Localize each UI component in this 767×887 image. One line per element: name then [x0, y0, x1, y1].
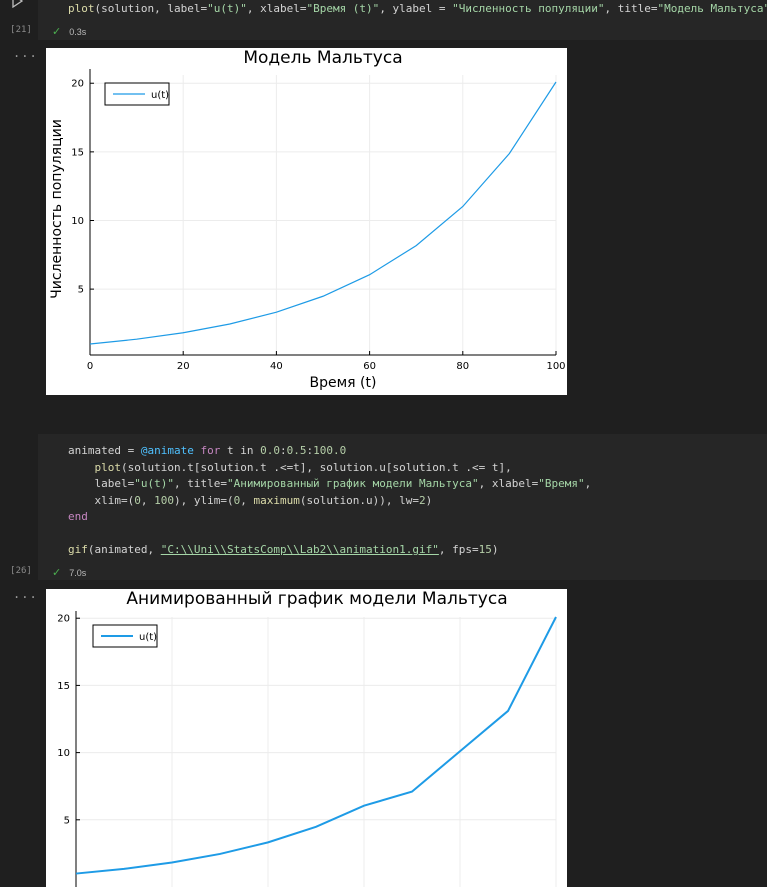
cell-1-status: ✓ 0.3s — [52, 25, 86, 38]
chart-1-legend-label: u(t) — [151, 90, 169, 101]
cell-2-exec-count: [26] — [10, 566, 32, 576]
chart-2-y-tick-label-0: 5 — [64, 815, 70, 826]
play-icon[interactable] — [10, 0, 24, 8]
cell-2-status-bar — [38, 562, 767, 580]
cell-2-time: 7.0s — [69, 568, 87, 578]
plot-1-svg: 5 10 15 20 0 20 40 60 80 100 Модель Мальтуса Время … — [49, 48, 566, 391]
chart-1-y-label: Численность популяции — [49, 119, 65, 299]
check-icon: ✓ — [52, 567, 62, 579]
chart-2-title: Анимированный график модели Мальтуса — [126, 589, 507, 609]
chart-2-legend-label: u(t) — [139, 632, 157, 643]
chart-1-x-tick-label-0: 0 — [87, 361, 93, 372]
chart-2-y-tick-label-2: 15 — [57, 681, 70, 692]
plot-2-svg: 5 10 15 20 Анимированный график модели Мальт… — [57, 589, 557, 887]
cell-1-code-line[interactable]: plot(solution, label="u(t)", xlabel="Вре… — [68, 2, 767, 15]
cell-2-line-3[interactable]: label="u(t)", title="Анимированный графи… — [68, 477, 592, 490]
chart-1-x-label: Время (t) — [310, 375, 377, 391]
chart-1-y-tick-label-2: 15 — [71, 147, 84, 158]
chart-2-y-tick-label-1: 10 — [57, 748, 70, 759]
plot-1: 5 10 15 20 0 20 40 60 80 100 Модель Мальтуса Время … — [46, 48, 567, 395]
cell-2-line-2[interactable]: plot(solution.t[solution.t .<=t], soluti… — [94, 461, 512, 474]
chart-1-y-tick-label-3: 20 — [71, 79, 84, 90]
cell-2-line-1[interactable]: animated = @animate for t in 0.0:0.5:100… — [68, 444, 347, 457]
chart-1-series-line-0 — [89, 81, 557, 345]
check-icon: ✓ — [52, 26, 62, 38]
chart-1-y-tick-label-0: 5 — [78, 285, 84, 296]
cell-1-exec-count: [21] — [10, 25, 32, 35]
chart-1-x-tick-label-4: 80 — [456, 361, 469, 372]
cell-1-editor[interactable] — [38, 0, 767, 22]
cell-2-output-menu[interactable]: ... — [13, 587, 38, 601]
chart-1-y-tick-label-1: 10 — [71, 216, 84, 227]
cell-1-time: 0.3s — [69, 27, 87, 37]
cell-1-output-menu[interactable]: ... — [13, 46, 38, 60]
cell-2-status: ✓ 7.0s — [52, 566, 86, 579]
chart-2-y-tick-label-3: 20 — [57, 614, 70, 625]
chart-1-x-tick-label-1: 20 — [177, 361, 190, 372]
plot-2: 5 10 15 20 Анимированный график модели Мальт… — [46, 589, 567, 887]
chart-1-x-tick-label-2: 40 — [270, 361, 283, 372]
chart-2-series-line-0 — [75, 616, 557, 875]
cell-2-line-7[interactable]: gif(animated, "C:\\Uni\\StatsComp\\Lab2\… — [68, 543, 499, 556]
cell-2-editor[interactable] — [38, 434, 767, 562]
cell-2-line-5[interactable]: end — [68, 510, 88, 523]
chart-1-x-tick-label-3: 60 — [363, 361, 376, 372]
cell-2-line-4[interactable]: xlim=(0, 100), ylim=(0, maximum(solution… — [68, 494, 433, 507]
chart-1-title: Модель Мальтуса — [243, 48, 402, 68]
cell-1-status-bar — [38, 22, 767, 40]
chart-1-x-tick-label-5: 100 — [546, 361, 565, 372]
